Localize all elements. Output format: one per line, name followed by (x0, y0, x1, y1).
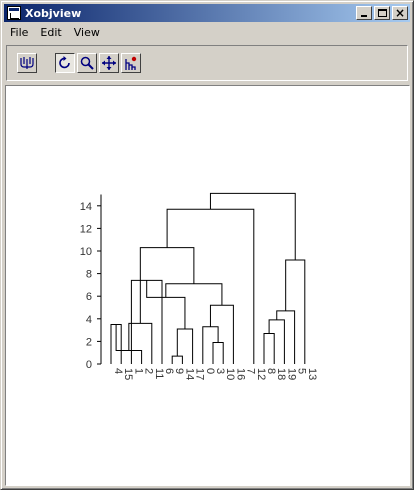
pan-button[interactable] (99, 53, 119, 73)
leaf-label: 0 (204, 368, 216, 374)
leaf-label: 2 (143, 368, 155, 374)
y-axis: 0 2 4 6 8 10 12 14 (80, 194, 102, 371)
leaf-label: 7 (245, 368, 257, 374)
dendrogram-link (202, 326, 219, 364)
leaf-label: 16 (234, 368, 246, 380)
leaf-label: 15 (122, 368, 134, 380)
y-tick-label: 4 (86, 314, 92, 326)
plot-canvas[interactable]: 0 2 4 6 8 10 12 14 4 15 1 2 11 6 9 14 17 0 3 10 16 7 12 8 18 19 5… (5, 85, 410, 486)
app-icon (7, 6, 21, 20)
zoom-icon (80, 56, 94, 70)
y-tick-label: 2 (86, 336, 92, 348)
rotate-icon (59, 56, 70, 69)
zoom-button[interactable] (77, 53, 97, 73)
leaf-label: 4 (112, 368, 124, 374)
y-tick-label: 10 (80, 246, 92, 258)
leaf-label: 18 (275, 368, 287, 380)
leaf-label: 19 (285, 368, 297, 380)
dendrogram-link (209, 192, 296, 261)
y-tick-label: 14 (80, 201, 92, 213)
y-tick-label: 0 (86, 359, 92, 371)
leaf-label: 12 (255, 368, 267, 380)
y-tick-label: 8 (86, 269, 92, 281)
dendrogram-link (268, 319, 285, 364)
leaf-label: 17 (194, 368, 206, 380)
dendrogram-link (212, 342, 224, 364)
rotate-button[interactable] (55, 53, 75, 73)
dendrogram-link (165, 283, 223, 306)
menu-view[interactable]: View (73, 26, 100, 39)
dendrogram-link (166, 208, 255, 364)
data-cursor-icon (125, 56, 137, 70)
title-bar[interactable]: Xobjview × (4, 4, 410, 22)
data-cursor-button[interactable] (121, 53, 141, 73)
leaf-label: 3 (214, 368, 226, 374)
pan-icon (102, 56, 116, 70)
close-icon: × (394, 6, 406, 20)
leaf-label: 8 (265, 368, 277, 374)
leaf-label: 5 (296, 368, 308, 374)
dendrogram-link (176, 328, 194, 364)
dendrogram-link (263, 332, 275, 364)
minimize-button[interactable] (356, 6, 372, 20)
maximize-icon (378, 9, 387, 17)
dendrogram-link (285, 259, 306, 364)
window-title: Xobjview (25, 6, 82, 20)
leaf-label: 10 (224, 368, 236, 380)
minimize-icon (361, 15, 367, 17)
leaf-label: 9 (173, 368, 185, 374)
dendrogram-link (139, 247, 195, 324)
maximize-button[interactable] (374, 6, 390, 20)
window-controls: × (356, 6, 408, 20)
plot-type-icon (20, 57, 34, 69)
dendrogram-link (209, 304, 234, 364)
dendrogram-link (128, 322, 153, 364)
leaf-label: 11 (153, 368, 165, 379)
leaf-label: 6 (163, 368, 175, 374)
toolbar (6, 45, 408, 81)
dendrogram-link (276, 310, 296, 364)
menu-edit[interactable]: Edit (40, 26, 62, 39)
leaf-label: 1 (132, 368, 144, 374)
menu-bar: File Edit View (4, 24, 410, 42)
menu-file[interactable]: File (10, 26, 29, 39)
dendrogram-links (110, 192, 306, 364)
close-button[interactable]: × (392, 6, 408, 20)
leaf-label: 14 (183, 368, 195, 380)
dendrogram-link (171, 355, 183, 364)
leaf-label: 13 (306, 368, 318, 380)
y-tick-label: 6 (86, 291, 92, 303)
y-tick-label: 12 (80, 223, 92, 235)
plot-type-button[interactable] (17, 53, 37, 73)
